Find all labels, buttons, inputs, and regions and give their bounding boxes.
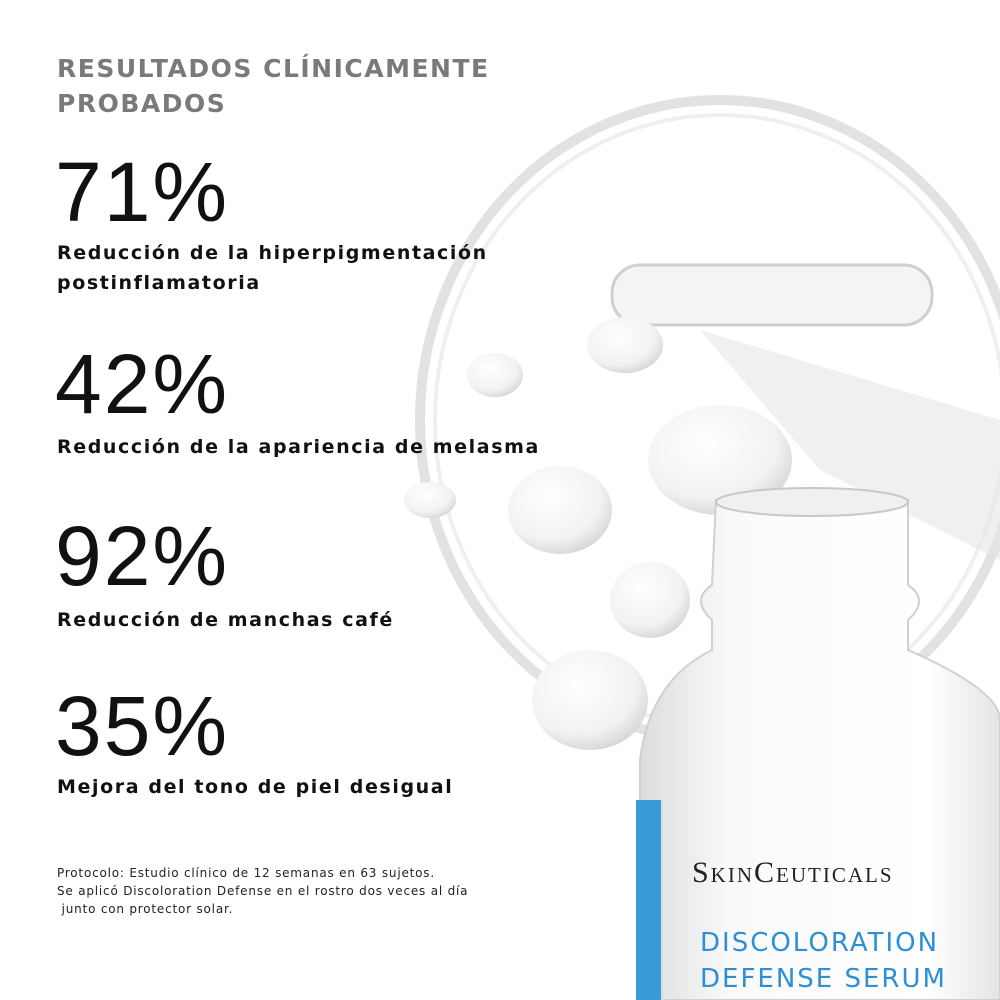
- stat-description: postinflamatoria: [57, 272, 261, 294]
- title-line: PROBADOS: [57, 89, 227, 118]
- pipette-shadow: [700, 330, 1000, 560]
- product-name: DISCOLORATION: [700, 928, 940, 958]
- droplet: [648, 405, 792, 515]
- droplet: [587, 317, 663, 373]
- droplet: [532, 650, 648, 750]
- stat-description: Mejora del tono de piel desigual: [57, 776, 454, 798]
- stat-value: 92%: [55, 509, 230, 603]
- droplet: [508, 466, 612, 554]
- stat-value: 35%: [55, 679, 230, 773]
- bottle-mouth: [715, 487, 909, 517]
- droplet: [404, 482, 456, 518]
- protocol-line: junto con protector solar.: [57, 902, 234, 916]
- pipette: [610, 263, 934, 327]
- bottle: [639, 489, 1000, 1000]
- stat-value: 42%: [55, 337, 230, 431]
- stat-description: Reducción de la hiperpigmentación: [57, 242, 488, 264]
- stat-description: Reducción de manchas café: [57, 609, 394, 631]
- droplet: [610, 562, 690, 638]
- droplet: [467, 353, 523, 397]
- product-name: DEFENSE SERUM: [700, 964, 947, 994]
- protocol-line: Protocolo: Estudio clínico de 12 semanas…: [57, 866, 435, 880]
- brand: SkinCeuticals: [692, 856, 894, 889]
- title-line: RESULTADOS CLÍNICAMENTE: [57, 54, 490, 83]
- protocol-line: Se aplicó Discoloration Defense en el ro…: [57, 884, 469, 898]
- stat-value: 71%: [55, 145, 230, 239]
- label-stripe: [636, 800, 662, 1000]
- stat-description: Reducción de la apariencia de melasma: [57, 436, 540, 458]
